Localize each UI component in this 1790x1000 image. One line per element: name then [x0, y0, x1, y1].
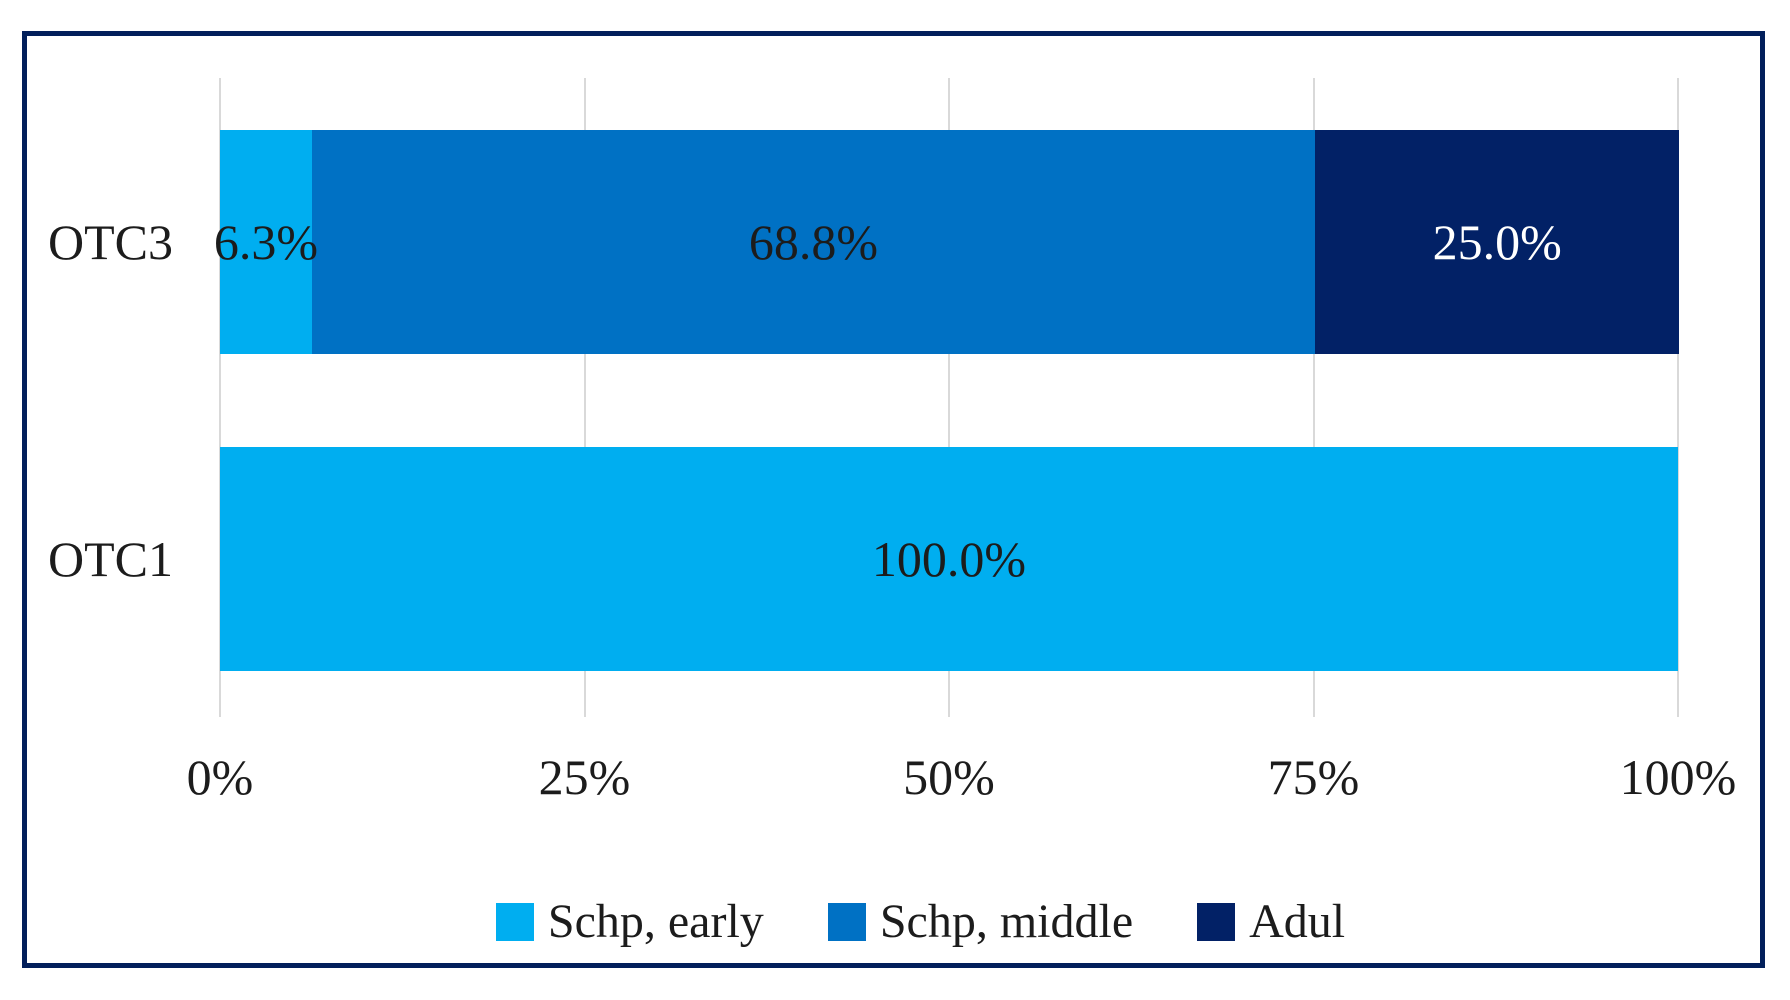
x-tick-label: 75% — [1267, 749, 1360, 805]
legend-item: Adul — [1197, 898, 1345, 946]
gridline — [219, 78, 221, 717]
legend-swatch-icon — [827, 903, 866, 941]
x-tick-label: 0% — [186, 749, 254, 805]
data-label: 100.0% — [871, 531, 1027, 587]
legend-swatch-icon — [1197, 903, 1236, 941]
legend-swatch-icon — [495, 903, 534, 941]
legend-label: Schp, early — [547, 895, 764, 948]
bar-row: 100.0% — [220, 447, 1678, 671]
x-tick-label: 100% — [1619, 749, 1737, 805]
chart-frame: 6.3% 68.8% 25.0% 100.0% OTC3 OTC1 0% 25% 50% 75… — [22, 31, 1765, 968]
x-tick-label: 25% — [538, 749, 631, 805]
bar-segment: 6.3% — [214, 130, 318, 354]
gridline — [583, 78, 586, 717]
legend-item: Schp, early — [495, 895, 764, 948]
category-label: OTC1 — [48, 531, 173, 587]
bar-segment: 100.0% — [220, 447, 1678, 671]
x-tick-label: 50% — [903, 749, 995, 805]
gridline — [1677, 78, 1679, 717]
data-label: 25.0% — [1432, 214, 1562, 270]
data-label: 6.3% — [213, 214, 318, 270]
category-label: OTC3 — [48, 214, 173, 270]
legend: Schp, early Schp, middle Adul — [49, 898, 1790, 946]
legend-item: Schp, middle — [827, 895, 1134, 948]
data-label: 68.8% — [748, 214, 878, 270]
bar-segment: 25.0% — [1314, 130, 1680, 354]
gridline — [948, 78, 950, 717]
legend-label: Schp, middle — [879, 895, 1134, 948]
legend-label: Adul — [1249, 895, 1346, 948]
bar-segment: 68.8% — [311, 130, 1315, 354]
bar-row: 6.3% 68.8% 25.0% — [214, 130, 1680, 354]
gridline — [1312, 78, 1315, 717]
